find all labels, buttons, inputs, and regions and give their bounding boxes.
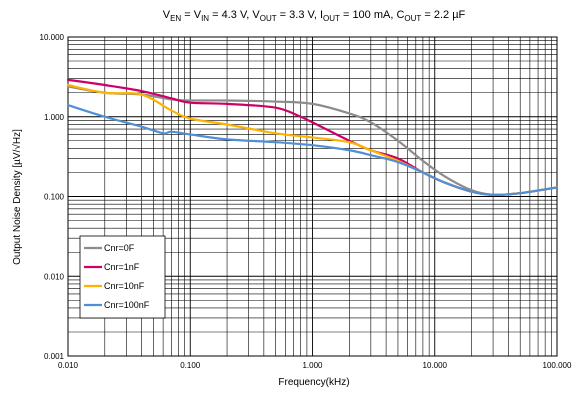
title-segment: = 3.3 V, I xyxy=(277,9,323,21)
title-segment: = V xyxy=(181,9,202,21)
x-tick-label: 100.000 xyxy=(543,361,572,370)
y-tick-label: 0.001 xyxy=(44,352,65,361)
legend-label: Cnr=100nF xyxy=(104,300,150,310)
legend-label: Cnr=0F xyxy=(104,243,135,253)
title-segment: OUT xyxy=(404,14,421,23)
legend-label: Cnr=1nF xyxy=(104,262,140,272)
title-segment: OUT xyxy=(260,14,277,23)
x-tick-label: 0.010 xyxy=(58,361,79,370)
chart-title: VEN = VIN = 4.3 V, VOUT = 3.3 V, IOUT = … xyxy=(163,9,466,23)
x-tick-label: 0.100 xyxy=(180,361,201,370)
y-tick-label: 0.010 xyxy=(44,272,65,281)
plot-frame xyxy=(67,36,558,357)
y-tick-labels: 0.001 0.010 0.100 1.000 10.000 xyxy=(40,33,65,361)
title-segment: IN xyxy=(201,14,209,23)
x-tick-label: 1.000 xyxy=(302,361,323,370)
title-segment: EN xyxy=(170,14,181,23)
y-tick-label: 0.100 xyxy=(44,193,65,202)
y-tick-label: 1.000 xyxy=(44,113,65,122)
y-axis-label: Output Noise Density [µV/√Hz] xyxy=(11,129,23,265)
y-tick-label: 10.000 xyxy=(40,33,65,42)
title-segment: = 2.2 µF xyxy=(421,9,465,21)
legend-label: Cnr=10nF xyxy=(104,281,145,291)
x-tick-labels: 0.010 0.100 1.000 10.000 100.000 xyxy=(58,361,572,370)
title-segment: OUT xyxy=(323,14,340,23)
series-lines xyxy=(66,78,559,197)
title-segment: = 100 mA, C xyxy=(340,9,405,21)
x-tick-label: 10.000 xyxy=(423,361,448,370)
x-axis-label: Frequency(kHz) xyxy=(278,377,349,388)
title-segment: = 4.3 V, V xyxy=(209,9,260,21)
series-line-cnr-100nf xyxy=(66,104,559,196)
legend: Cnr=0F Cnr=1nF Cnr=10nF Cnr=100nF xyxy=(79,235,166,319)
title-segment: V xyxy=(163,9,171,21)
